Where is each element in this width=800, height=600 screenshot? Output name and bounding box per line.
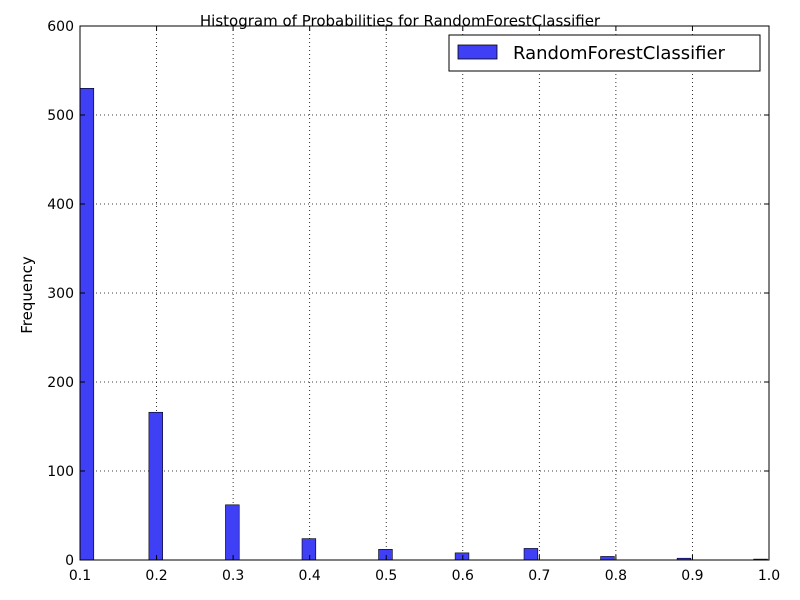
x-tick-label: 0.5 xyxy=(375,568,397,584)
y-tick-label: 500 xyxy=(47,108,74,124)
bars xyxy=(79,88,768,561)
x-tick-label: 1.0 xyxy=(758,568,780,584)
x-tick-label: 0.7 xyxy=(528,568,550,584)
grid-lines xyxy=(80,26,769,560)
histogram-bar xyxy=(225,504,240,561)
y-axis-ticks: 0 100 200 300 400 500 600 xyxy=(47,19,769,569)
x-tick-label: 0.1 xyxy=(69,568,91,584)
histogram-bar xyxy=(523,548,539,561)
y-tick-label: 300 xyxy=(47,286,74,302)
x-tick-label: 0.8 xyxy=(605,568,627,584)
histogram-bar xyxy=(148,411,163,561)
histogram-bar xyxy=(301,538,317,561)
legend-box xyxy=(448,34,761,72)
histogram-bar xyxy=(79,88,95,561)
x-tick-label: 0.4 xyxy=(299,568,321,584)
x-tick-label: 0.2 xyxy=(145,568,167,584)
legend-label: RandomForestClassifier xyxy=(513,43,726,64)
x-tick-label: 0.3 xyxy=(222,568,244,584)
y-axis-label: Frequency xyxy=(18,256,36,334)
y-tick-label: 400 xyxy=(47,197,74,213)
y-tick-label: 100 xyxy=(47,464,74,480)
x-axis-ticks: 0.1 0.2 0.3 0.4 0.5 0.6 0.7 0.8 0.9 1.0 xyxy=(69,26,780,584)
y-tick-label: 200 xyxy=(47,375,74,391)
y-tick-label: 600 xyxy=(47,19,74,35)
y-tick-label: 0 xyxy=(65,553,74,569)
x-tick-label: 0.6 xyxy=(452,568,474,584)
chart-title: Histogram of Probabilities for RandomFor… xyxy=(200,12,601,30)
histogram-bar xyxy=(600,556,615,561)
x-tick-label: 0.9 xyxy=(681,568,703,584)
histogram-bar xyxy=(454,552,470,561)
histogram-bar xyxy=(378,549,393,561)
legend: RandomForestClassifier xyxy=(448,34,761,72)
legend-swatch xyxy=(457,44,498,60)
